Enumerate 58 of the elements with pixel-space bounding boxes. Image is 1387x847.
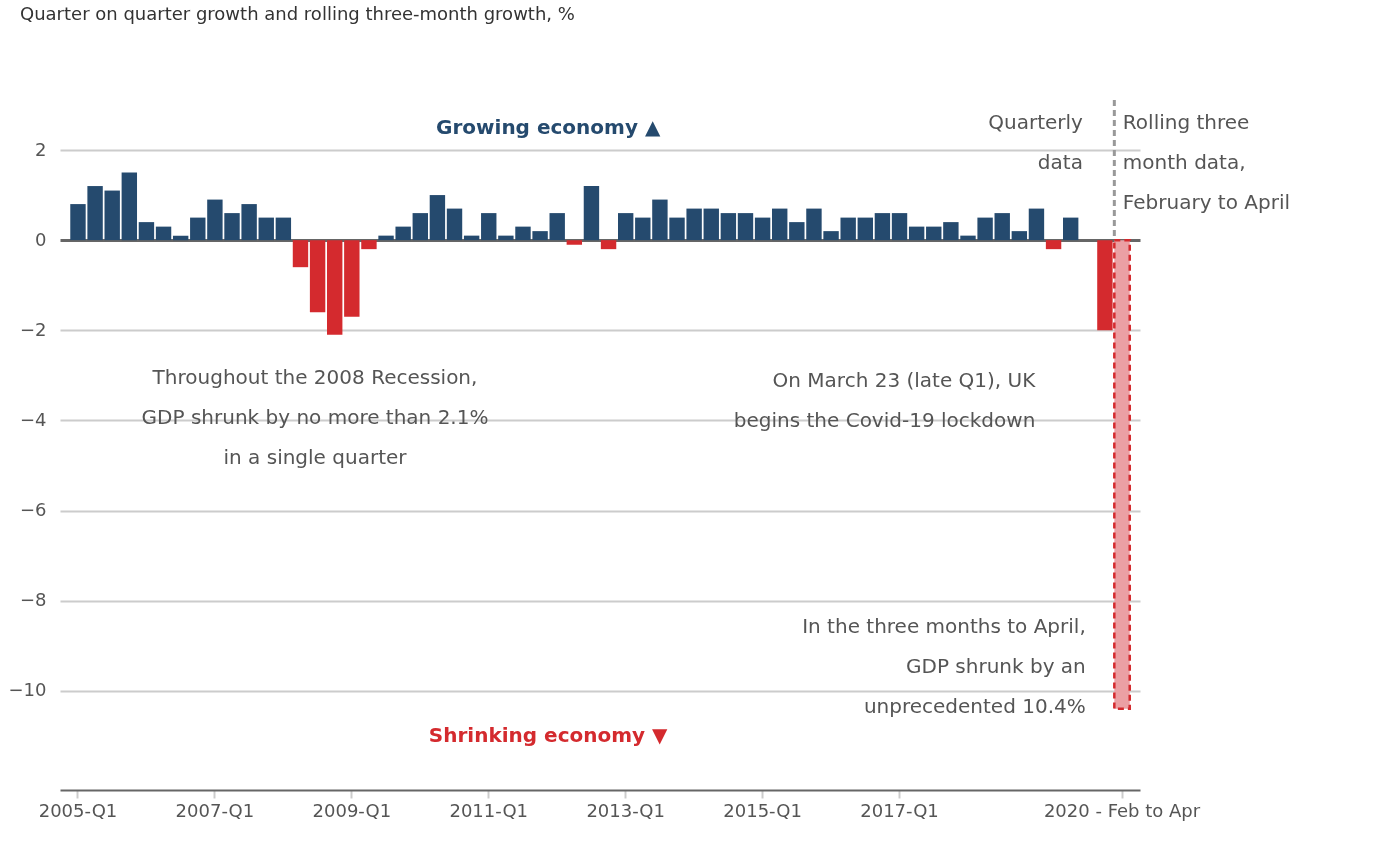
bar	[772, 208, 788, 241]
y-tick-label: 0	[35, 228, 47, 250]
bar	[138, 222, 155, 241]
bar	[600, 240, 617, 250]
y-tick-label: 2	[35, 138, 47, 160]
bar	[720, 213, 737, 241]
annotation: In the three months to April, GDP shrunk by an unprecedented 10.4%	[802, 613, 1086, 718]
annotation: Rolling three month data, February to April	[1122, 110, 1291, 215]
text: Growing economy ▲	[436, 114, 661, 139]
bar	[566, 240, 583, 245]
bar	[104, 190, 120, 241]
bar	[874, 213, 891, 241]
x-tick-label: 2007-Q1	[175, 799, 255, 821]
bar	[481, 213, 497, 241]
bar	[908, 226, 925, 241]
x-tick-label: 2015-Q1	[723, 799, 802, 821]
bar	[1028, 208, 1045, 241]
bar	[994, 213, 1010, 241]
bar	[926, 226, 942, 241]
bar	[583, 186, 600, 241]
bar	[275, 217, 292, 241]
y-tick-label: −8	[19, 589, 47, 611]
bar	[155, 226, 172, 241]
y-tick-label: −10	[8, 679, 47, 701]
bar	[635, 217, 651, 241]
bar	[292, 240, 309, 268]
x-tick-label: 2009-Q1	[312, 799, 392, 821]
x-tick-label: 2013-Q1	[586, 799, 665, 821]
bar	[1045, 240, 1062, 250]
bar	[412, 213, 428, 241]
bar	[737, 213, 754, 241]
y-tick-label: −4	[19, 408, 47, 430]
bar	[327, 240, 343, 335]
bar	[617, 213, 634, 241]
bar	[258, 217, 274, 241]
x-tick-label: 2017-Q1	[860, 799, 939, 821]
annotation: Quarterly data	[988, 110, 1084, 175]
bar	[1011, 231, 1028, 241]
bar	[309, 240, 326, 313]
chart-title: Quarter on quarter growth and rolling three-month growth, %	[20, 2, 575, 24]
bar	[429, 195, 446, 241]
bar	[857, 217, 873, 241]
bar	[891, 213, 908, 241]
bar	[121, 172, 138, 241]
x-tick-label: 2011-Q1	[449, 799, 529, 821]
annotation: Throughout the 2008 Recession, GDP shrunk by no more than 2.1% in a single quarter	[141, 365, 489, 470]
x-tick-label: 2005-Q1	[38, 799, 118, 821]
bar	[1062, 217, 1079, 241]
y-tick-label: −6	[19, 499, 47, 521]
bar	[446, 208, 463, 241]
y-tick-label: −2	[19, 318, 47, 340]
x-tick-label: 2020 - Feb to Apr	[1043, 799, 1201, 821]
bar	[754, 217, 771, 241]
annotation: On March 23 (late Q1), UK begins the Covid-19 lockdown	[733, 368, 1037, 433]
bar	[703, 208, 719, 241]
bar	[549, 213, 565, 241]
annotation: Shrinking economy ▼	[428, 722, 669, 747]
bar	[190, 217, 206, 241]
